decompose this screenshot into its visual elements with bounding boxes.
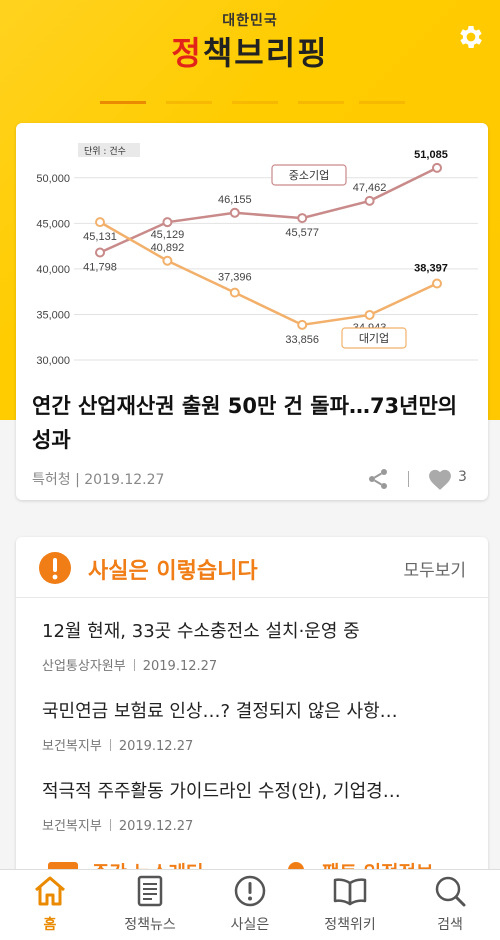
data-label: 45,131 xyxy=(83,231,117,243)
featured-article-card[interactable]: 50,000 45,000 40,000 35,000 30,000 단위 : 건수 41,… xyxy=(16,123,488,500)
logo-subtitle: 대한민국 xyxy=(222,13,278,29)
article-date: 2019.12.27 xyxy=(84,472,165,488)
data-label: 38,397 xyxy=(414,262,448,274)
article-meta: 특허청 | 2019.12.27 xyxy=(32,472,165,488)
fact-title[interactable]: 국민연금 보험료 인상…? 결정되지 않은 사항… xyxy=(42,701,398,722)
fact-date: 2019.12.27 xyxy=(142,659,218,674)
data-point xyxy=(297,213,308,224)
fact-source: 산업통상자원부 xyxy=(42,659,126,674)
data-point xyxy=(432,162,442,173)
article-source: 특허청 xyxy=(32,472,71,488)
carousel-dot[interactable] xyxy=(359,101,405,104)
fact-meta: 보건복지부 2019.12.27 xyxy=(42,815,472,834)
legend-callout xyxy=(341,327,407,349)
nav-facts[interactable]: 사실은 xyxy=(200,870,300,940)
unit-note-box xyxy=(78,143,140,157)
alert-icon xyxy=(234,875,266,907)
data-label: 45,577 xyxy=(285,227,319,239)
carousel-dot[interactable] xyxy=(166,101,212,104)
facts-title: 사실은 이렇습니다 xyxy=(88,559,258,584)
gear-icon[interactable] xyxy=(456,22,486,52)
home-icon xyxy=(35,876,65,906)
carousel-dot[interactable] xyxy=(298,101,344,104)
carousel-dot[interactable] xyxy=(100,101,146,104)
data-label: 33,856 xyxy=(285,334,319,346)
y-tick-label: 45,000 xyxy=(36,218,70,230)
facts-section: 사실은 이렇습니다 모두보기 12월 현재, 33곳 수소충전소 설치·운영 중… xyxy=(16,537,488,897)
book-icon xyxy=(333,878,367,906)
data-point xyxy=(432,278,442,289)
fact-source: 보건복지부 xyxy=(42,739,102,754)
fact-list-item[interactable]: 12월 현재, 33곳 수소충전소 설치·운영 중 산업통상자원부 2019.12… xyxy=(42,617,472,674)
data-point xyxy=(95,247,105,258)
fact-date: 2019.12.27 xyxy=(118,819,194,834)
data-point xyxy=(229,287,240,298)
data-point xyxy=(162,217,173,228)
logo-accent-char: 정 xyxy=(171,34,203,72)
fact-meta: 보건복지부 2019.12.27 xyxy=(42,735,472,754)
search-icon xyxy=(435,876,466,907)
facts-header: 사실은 이렇습니다 모두보기 xyxy=(16,537,488,598)
data-point xyxy=(297,319,308,330)
unit-note: 단위 : 건수 xyxy=(84,146,126,157)
article-chart-image: 50,000 45,000 40,000 35,000 30,000 단위 : 건수 41,… xyxy=(16,123,488,373)
data-point xyxy=(162,255,173,266)
meta-divider xyxy=(408,471,409,487)
logo-rest: 책브리핑 xyxy=(202,34,329,72)
like-count: 3 xyxy=(458,469,467,485)
carousel-dot[interactable] xyxy=(232,101,278,104)
app-logo[interactable]: 정책브리핑 xyxy=(0,28,500,74)
data-label: 46,155 xyxy=(218,194,252,206)
data-label: 41,798 xyxy=(83,262,117,274)
share-icon[interactable] xyxy=(366,467,390,491)
article-title[interactable]: 연간 산업재산권 출원 50만 건 돌파…73년만의 성과 xyxy=(32,394,458,452)
y-tick-label: 30,000 xyxy=(36,355,70,367)
data-label: 40,892 xyxy=(151,242,185,254)
data-label: 47,462 xyxy=(353,182,387,194)
fact-title[interactable]: 12월 현재, 33곳 수소충전소 설치·운영 중 xyxy=(42,621,360,642)
fact-date: 2019.12.27 xyxy=(118,739,194,754)
fact-meta: 산업통상자원부 2019.12.27 xyxy=(42,655,472,674)
nav-policy-news[interactable]: 정책뉴스 xyxy=(100,870,200,940)
fact-source: 보건복지부 xyxy=(42,819,102,834)
line-chart: 50,000 45,000 40,000 35,000 30,000 단위 : 건수 41,… xyxy=(36,143,478,367)
y-tick-label: 35,000 xyxy=(36,309,70,321)
nav-label: 정책위키 xyxy=(324,917,376,933)
data-point xyxy=(364,309,375,320)
y-tick-label: 40,000 xyxy=(36,264,70,276)
nav-policy-wiki[interactable]: 정책위키 xyxy=(300,870,400,940)
legend-label: 중소기업 xyxy=(289,169,329,182)
exclamation-icon xyxy=(39,552,71,584)
series-line xyxy=(99,221,438,327)
series-line xyxy=(99,166,438,254)
data-point xyxy=(364,195,375,206)
fact-title[interactable]: 적극적 주주활동 가이드라인 수정(안), 기업경… xyxy=(42,781,401,802)
fact-list-item[interactable]: 적극적 주주활동 가이드라인 수정(안), 기업경… 보건복지부 2019.12.… xyxy=(42,777,472,834)
nav-label: 정책뉴스 xyxy=(124,917,176,933)
data-point xyxy=(229,207,240,218)
y-tick-label: 50,000 xyxy=(36,173,70,185)
nav-label: 홈 xyxy=(43,917,57,933)
fact-list-item[interactable]: 국민연금 보험료 인상…? 결정되지 않은 사항… 보건복지부 2019.12.2… xyxy=(42,697,472,754)
nav-label: 사실은 xyxy=(230,917,270,933)
news-icon xyxy=(137,875,163,907)
heart-icon[interactable] xyxy=(426,467,454,491)
data-label: 45,129 xyxy=(151,229,185,241)
nav-search[interactable]: 검색 xyxy=(400,870,500,940)
legend-label: 대기업 xyxy=(359,332,389,345)
data-label: 37,396 xyxy=(218,272,252,284)
nav-label: 검색 xyxy=(437,917,463,933)
carousel-indicator xyxy=(100,101,405,107)
bottom-navigation: 홈 정책뉴스 사실은 정책위키 검색 xyxy=(0,869,500,940)
nav-home[interactable]: 홈 xyxy=(0,870,100,940)
data-point xyxy=(95,217,105,228)
view-all-link[interactable]: 모두보기 xyxy=(403,561,466,581)
data-label: 51,085 xyxy=(414,149,448,161)
legend-callout xyxy=(271,164,347,186)
